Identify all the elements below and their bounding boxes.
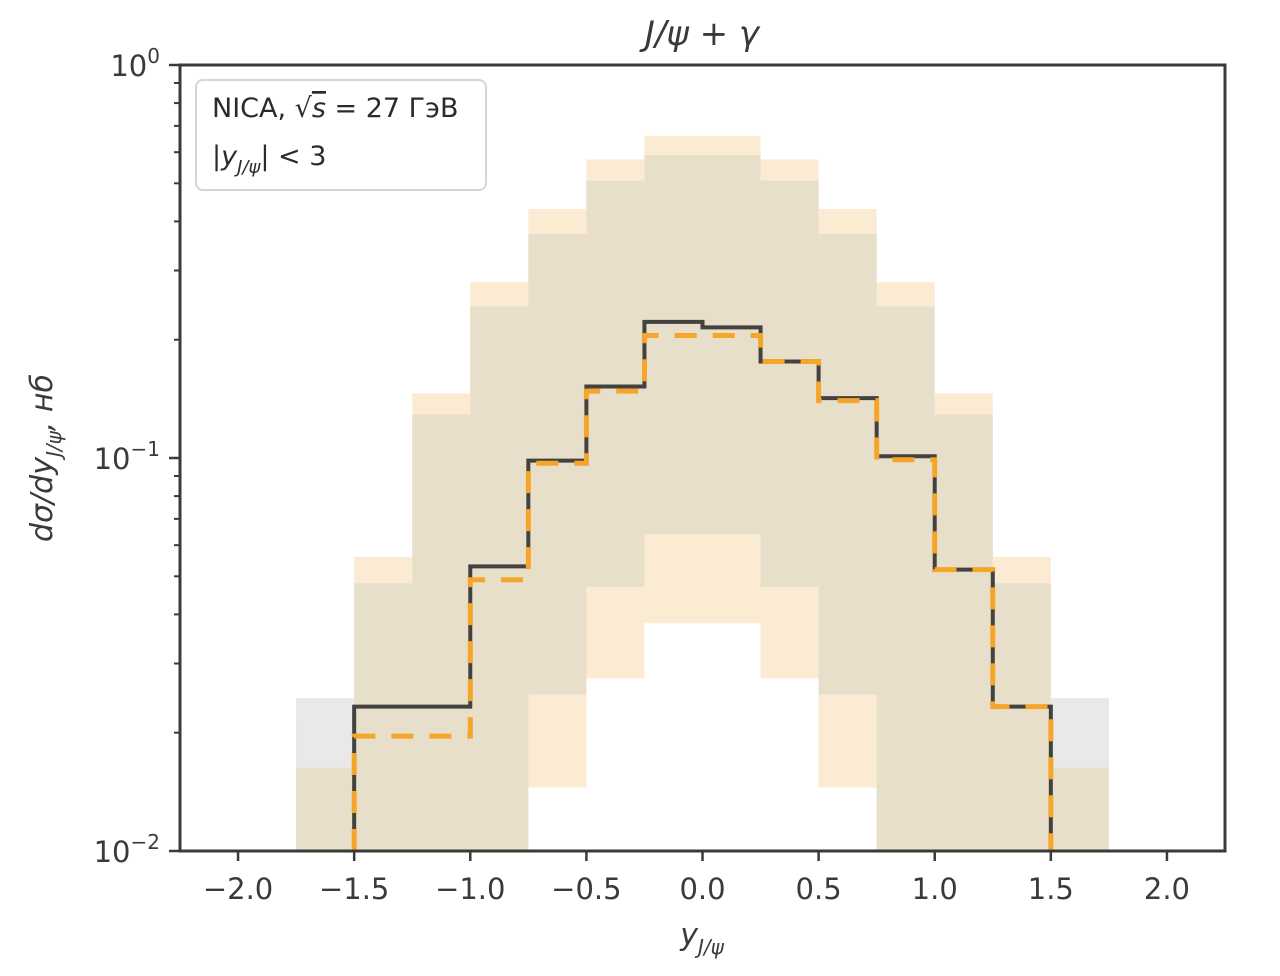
x-tick-label: 1.5 xyxy=(1028,872,1074,906)
inner-tan-band-segment xyxy=(992,583,1051,851)
legend-abs-close: | xyxy=(260,141,269,172)
inner-tan-band-segment xyxy=(760,180,819,587)
legend-rapidity-cut: < 3 xyxy=(269,141,326,172)
grey-band-segment xyxy=(1050,698,1109,768)
x-tick-label: −1.5 xyxy=(319,872,389,906)
x-tick-label: 0.0 xyxy=(679,872,725,906)
legend-rapidity-sub: J/ψ xyxy=(234,157,261,178)
inner-tan-band-segment xyxy=(586,180,645,587)
y-tick-label: 10−2 xyxy=(94,830,160,869)
x-tick-label: −0.5 xyxy=(551,872,621,906)
y-axis-title-sub: J/ψ xyxy=(42,430,66,461)
inner-tan-band-segment xyxy=(934,414,993,851)
legend-nica-label: NICA, xyxy=(212,93,295,124)
legend-rapidity-symbol: y xyxy=(220,141,238,172)
legend-line-2: |yJ/ψ| < 3 xyxy=(212,141,326,178)
x-axis-ticks-group: −2.0 −1.5 −1.0 −0.5 0.0 0.5 1.0 1.5 2.0 xyxy=(203,851,1190,906)
x-axis-title-base: y xyxy=(679,918,699,953)
grey-band-segment xyxy=(296,698,355,768)
data-series-group xyxy=(351,319,1054,851)
inner-tan-band-segment xyxy=(644,155,703,535)
y-axis-ticks-group: 10−2 10−1 100 xyxy=(94,44,180,869)
y-tick-label: 10−1 xyxy=(94,437,160,476)
sqrt-icon: √ xyxy=(295,93,313,124)
inner-tan-band-segment xyxy=(354,583,413,851)
x-tick-label: 0.5 xyxy=(796,872,842,906)
legend-energy-value: = 27 ГэВ xyxy=(326,93,459,124)
y-axis-title: dσ/dyJ/ψ, нб xyxy=(25,374,66,542)
legend-box xyxy=(195,79,487,191)
x-tick-label: 1.0 xyxy=(912,872,958,906)
inner-tan-band-segment xyxy=(818,233,877,695)
x-tick-label: −2.0 xyxy=(203,872,273,906)
x-tick-label: −1.0 xyxy=(435,872,505,906)
legend-line-1: NICA, √s = 27 ГэВ xyxy=(212,93,459,124)
x-axis-title-sub: J/ψ xyxy=(694,935,725,959)
legend-sqrt-s: s xyxy=(312,93,326,124)
x-tick-label: 2.0 xyxy=(1144,872,1190,906)
y-axis-title-part1: dσ/dy xyxy=(25,456,60,542)
inner-tan-band-segment xyxy=(876,306,935,851)
y-tick-label: 100 xyxy=(110,44,160,83)
plot-title: J/ψ + γ xyxy=(639,14,761,54)
central-dashed-step-line xyxy=(351,332,1054,851)
y-axis-title-part2: , нб xyxy=(25,374,60,431)
inner-tan-band-segment xyxy=(702,155,761,535)
legend-abs-open: | xyxy=(212,141,221,172)
inner-tan-band-segment xyxy=(412,414,471,851)
x-axis-title: yJ/ψ xyxy=(679,918,724,959)
